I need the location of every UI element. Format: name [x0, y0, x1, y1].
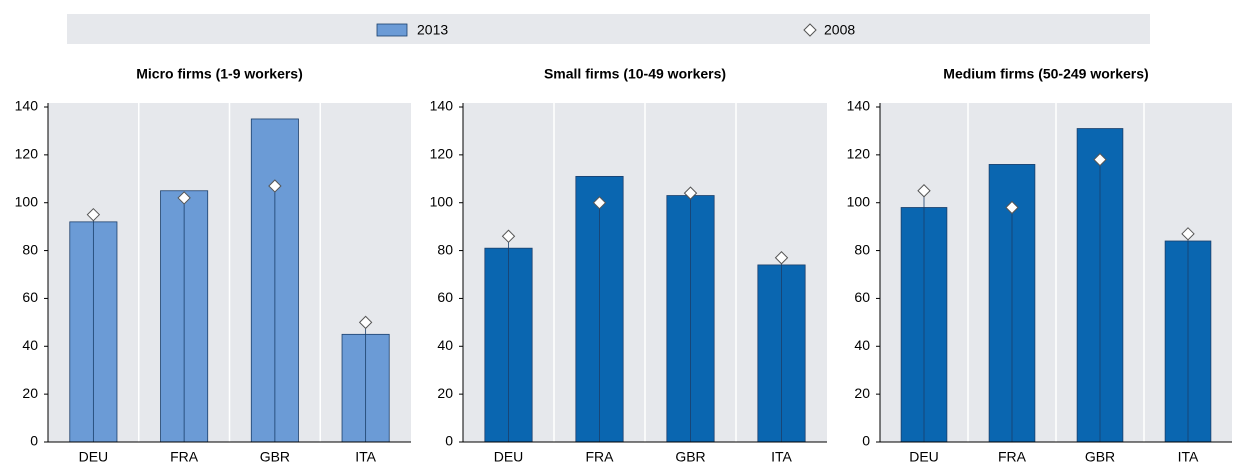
y-tick-label: 40 [22, 337, 38, 353]
legend-swatch [376, 23, 408, 37]
x-tick-label: ITA [1178, 449, 1199, 465]
y-tick-label: 100 [847, 193, 871, 209]
legend-band [67, 14, 1150, 44]
y-tick-label: 140 [430, 98, 454, 114]
x-tick-label: DEU [79, 449, 109, 465]
marker [177, 191, 191, 205]
x-tick-label: ITA [355, 449, 376, 465]
marker [1181, 227, 1195, 241]
y-tick-label: 20 [854, 385, 870, 401]
x-tick-label: DEU [494, 449, 524, 465]
y-tick-label: 120 [847, 146, 871, 162]
marker [501, 229, 516, 243]
marker [774, 251, 789, 265]
legend-label: 2013 [417, 22, 448, 38]
y-tick-label: 20 [437, 385, 453, 401]
marker [268, 179, 282, 193]
y-tick-label: 0 [30, 433, 38, 449]
x-tick-label: GBR [1085, 449, 1115, 465]
x-tick-label: FRA [998, 449, 1027, 465]
x-tick-label: FRA [586, 449, 615, 465]
marker [86, 207, 101, 222]
y-tick-label: 0 [862, 433, 870, 449]
x-tick-label: FRA [170, 449, 199, 465]
y-tick-label: 60 [854, 289, 870, 305]
y-tick-label: 40 [854, 337, 870, 353]
x-tick-label: DEU [909, 449, 939, 465]
marker [917, 184, 931, 198]
marker [1005, 200, 1019, 215]
x-tick-label: GBR [260, 449, 290, 465]
y-tick-label: 60 [437, 289, 453, 305]
y-tick-label: 120 [430, 146, 454, 162]
panel-title: Medium firms (50-249 workers) [943, 66, 1148, 82]
y-tick-label: 40 [437, 337, 453, 353]
x-tick-label: ITA [771, 449, 792, 465]
marker [683, 186, 698, 200]
marker [1093, 152, 1107, 167]
legend-label: 2008 [824, 22, 855, 38]
panel-title: Small firms (10-49 workers) [544, 66, 726, 82]
y-tick-label: 60 [22, 289, 38, 305]
panel-title: Micro firms (1-9 workers) [136, 66, 303, 82]
x-tick-label: GBR [675, 449, 705, 465]
y-tick-label: 20 [22, 385, 38, 401]
y-tick-label: 80 [854, 241, 870, 257]
y-tick-label: 120 [15, 146, 39, 162]
y-tick-label: 100 [15, 193, 39, 209]
y-tick-label: 80 [22, 241, 38, 257]
marker [358, 315, 373, 330]
legend-marker [803, 23, 817, 37]
y-tick-label: 140 [15, 98, 39, 114]
marker [592, 196, 607, 210]
y-tick-label: 0 [445, 433, 453, 449]
y-tick-label: 140 [847, 98, 871, 114]
y-tick-label: 100 [430, 193, 454, 209]
y-tick-label: 80 [437, 241, 453, 257]
